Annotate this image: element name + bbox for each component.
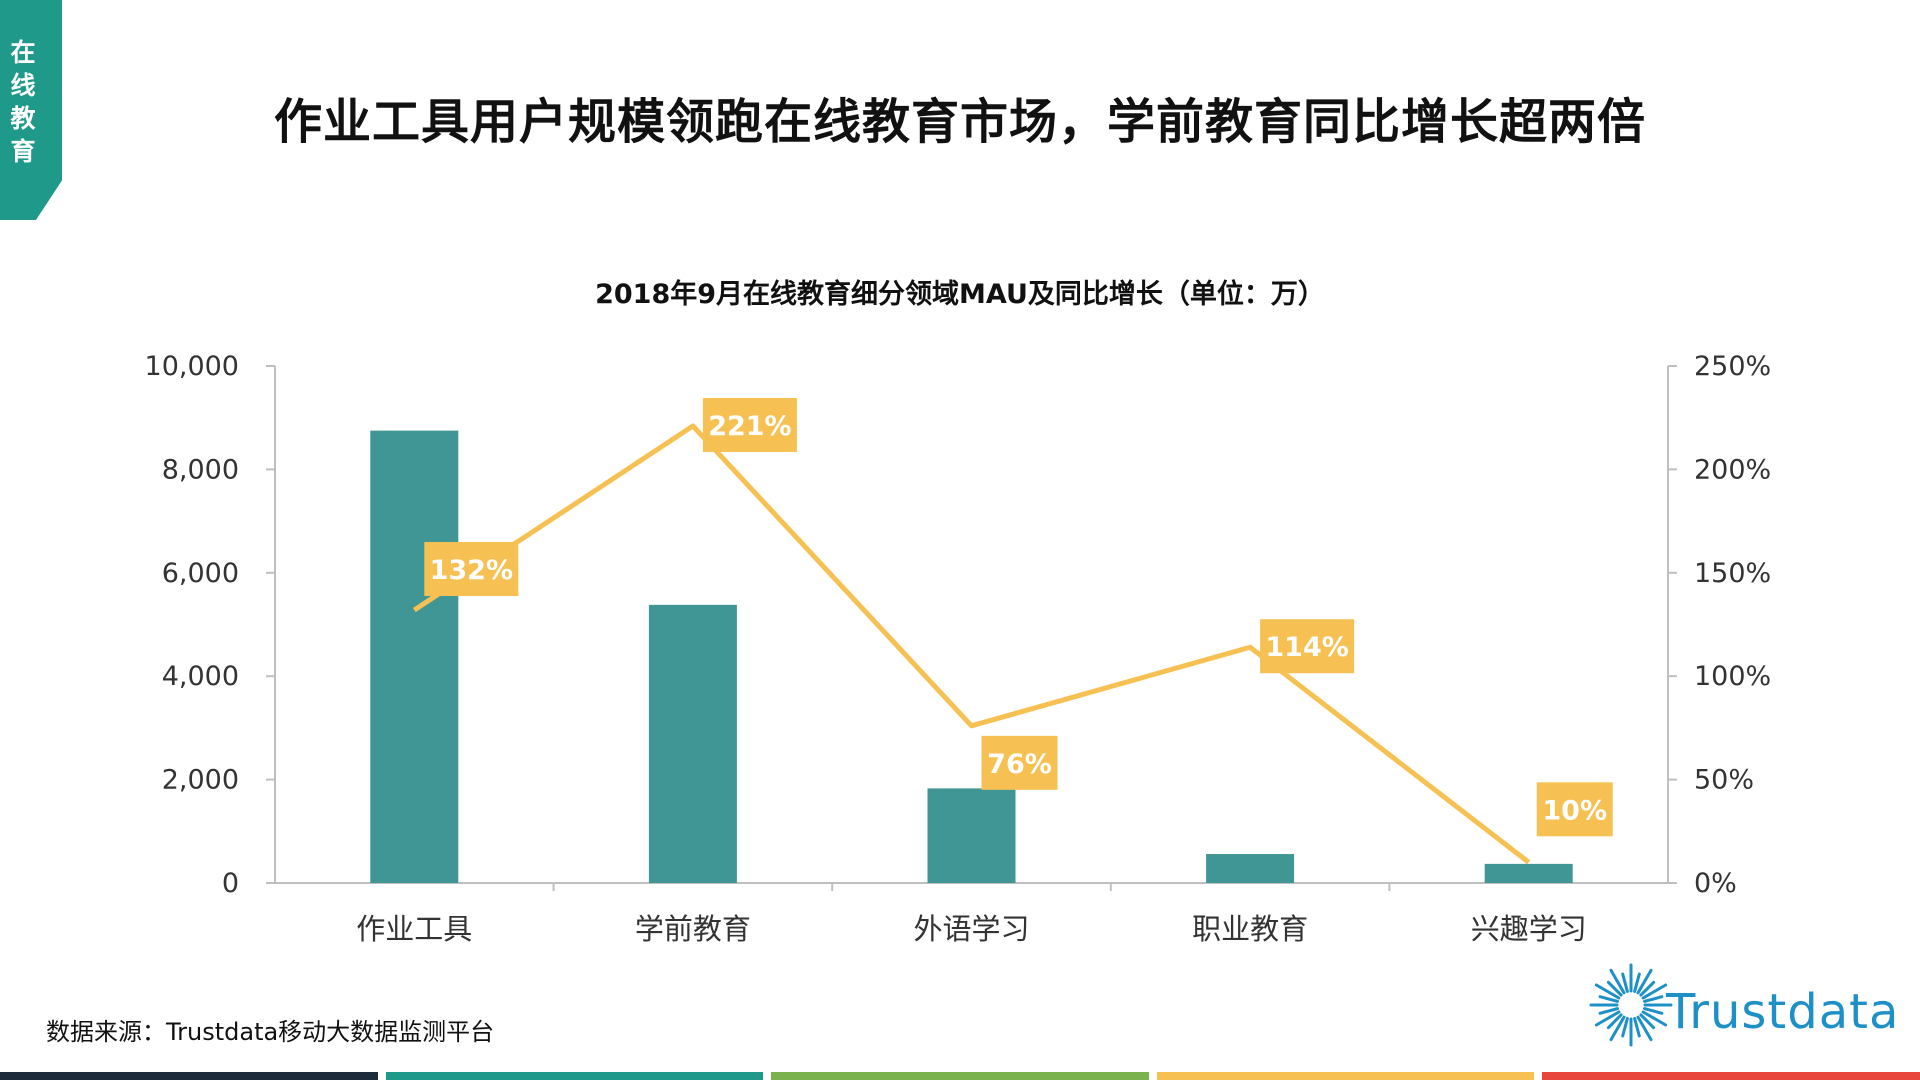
section-tab-label: 在线教育: [10, 38, 36, 166]
data-label-box: [981, 735, 1058, 790]
x-tick-label: 兴趣学习: [1471, 912, 1587, 946]
logo-ray: [1606, 980, 1623, 997]
bar: [927, 788, 1016, 883]
logo-ray: [1598, 995, 1619, 1003]
section-tab: 在线教育: [0, 0, 62, 220]
bottom-color-stripes: [0, 1072, 1920, 1080]
y-left-tick-label: 4,000: [162, 661, 239, 692]
bar: [370, 430, 459, 883]
logo-ray: [1636, 1015, 1653, 1042]
logo-ray: [1633, 1017, 1641, 1038]
logo-ray: [1609, 1015, 1626, 1042]
bar: [1206, 854, 1295, 883]
data-label: 132%: [430, 555, 513, 586]
logo-ray: [1598, 1007, 1619, 1015]
logo-ray: [1633, 972, 1641, 993]
x-tick-label: 学前教育: [635, 912, 751, 946]
source-note: 数据来源：Trustdata移动大数据监测平台: [46, 1018, 495, 1046]
page-title: 作业工具用户规模领跑在线教育市场，学前教育同比增长超两倍: [273, 94, 1646, 150]
logo-ray: [1641, 1010, 1668, 1027]
logo-wordmark: Trustdata: [1666, 984, 1900, 1040]
y-left-tick-label: 0: [222, 868, 239, 899]
logo-ray: [1639, 1013, 1656, 1030]
data-label-box: [424, 542, 519, 597]
data-label: 10%: [1542, 795, 1607, 826]
logo-ray: [1639, 980, 1656, 997]
x-tick-label: 作业工具: [356, 912, 472, 946]
logo-ray: [1636, 968, 1653, 995]
data-label-box: [1260, 619, 1355, 674]
y-right-tick-label: 100%: [1694, 661, 1771, 692]
trustdata-logo: Trustdata: [1586, 950, 1906, 1060]
y-left-tick-label: 8,000: [162, 454, 239, 485]
y-right-tick-label: 250%: [1694, 351, 1771, 382]
y-right-tick-label: 50%: [1694, 765, 1754, 796]
logo-ray: [1621, 1017, 1629, 1038]
logo-ray: [1643, 1007, 1664, 1015]
stripe-4: [1156, 1072, 1535, 1080]
logo-ray: [1594, 1010, 1621, 1027]
growth-line: [412, 423, 1531, 865]
logo-ray: [1641, 983, 1668, 1000]
data-label: 114%: [1265, 632, 1348, 663]
logo-ray: [1643, 995, 1664, 1003]
data-label: 76%: [987, 749, 1052, 780]
logo-ray: [1621, 972, 1629, 993]
sunburst-icon: [1589, 963, 1673, 1047]
y-left-tick-label: 2,000: [162, 765, 239, 796]
chart-title: 2018年9月在线教育细分领域MAU及同比增长（单位：万）: [595, 279, 1325, 310]
bar: [648, 604, 737, 883]
x-tick-label: 职业教育: [1192, 912, 1308, 946]
stripe-2: [385, 1072, 764, 1080]
data-label-box: [702, 397, 797, 452]
y-right-tick-label: 150%: [1694, 558, 1771, 589]
y-right-tick-label: 0%: [1694, 868, 1737, 899]
logo-ray: [1606, 1013, 1623, 1030]
stripe-1: [0, 1072, 378, 1080]
stripe-3: [771, 1072, 1149, 1080]
logo-ray: [1594, 983, 1621, 1000]
y-left-tick-label: 10,000: [145, 351, 239, 382]
data-label-box: [1536, 782, 1613, 837]
logo-ray: [1609, 968, 1626, 995]
y-right-tick-label: 200%: [1694, 454, 1771, 485]
stripe-5: [1542, 1072, 1920, 1080]
bar: [1484, 863, 1573, 883]
y-left-tick-label: 6,000: [162, 558, 239, 589]
data-label: 221%: [708, 411, 791, 442]
x-tick-label: 外语学习: [913, 912, 1029, 946]
